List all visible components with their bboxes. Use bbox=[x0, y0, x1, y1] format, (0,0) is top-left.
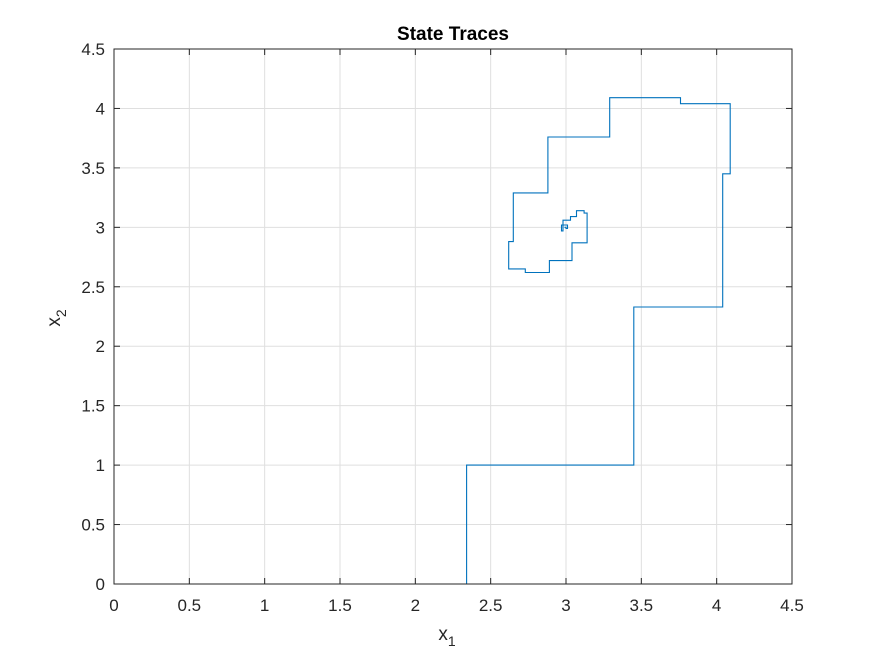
axes-box bbox=[113, 48, 793, 585]
y-tick-label: 3 bbox=[96, 218, 105, 237]
y-tick-label: 1 bbox=[96, 456, 105, 475]
y-axis-label: x2 bbox=[44, 309, 69, 327]
ticks bbox=[113, 48, 793, 585]
y-tick-label: 4.5 bbox=[81, 40, 105, 59]
x-tick-label: 1.5 bbox=[328, 596, 352, 615]
x-tick-label: 2 bbox=[411, 596, 420, 615]
x-axis-label-main: x bbox=[438, 624, 448, 645]
y-axis-label-subscript: 2 bbox=[53, 309, 69, 317]
series-group bbox=[114, 97, 731, 585]
plot-area bbox=[114, 49, 792, 584]
x-tick-label: 4 bbox=[712, 596, 721, 615]
y-tick-label: 0 bbox=[96, 575, 105, 594]
tick-labels: 0 0.5 1 1.5 2 2.5 3 3.5 4 4.5 0 0.5 1 1.5 2 2.5 3 3.5 4 4.5 bbox=[81, 40, 803, 615]
y-tick-label: 4 bbox=[96, 99, 105, 118]
chart-title: State Traces bbox=[397, 24, 509, 45]
y-tick-label: 3.5 bbox=[81, 159, 105, 178]
x-tick-label: 1 bbox=[260, 596, 269, 615]
y-axis-label-main: x bbox=[44, 317, 65, 327]
x-tick-label: 2.5 bbox=[479, 596, 503, 615]
y-tick-label: 2.5 bbox=[81, 278, 105, 297]
x-tick-label: 3.5 bbox=[630, 596, 654, 615]
x-tick-label: 0 bbox=[109, 596, 118, 615]
x-axis-label: x1 bbox=[438, 624, 456, 649]
y-tick-label: 2 bbox=[96, 337, 105, 356]
x-axis-label-subscript: 1 bbox=[448, 633, 456, 649]
x-tick-label: 3 bbox=[561, 596, 570, 615]
x-tick-label: 0.5 bbox=[178, 596, 202, 615]
y-tick-label: 0.5 bbox=[81, 516, 105, 535]
y-tick-label: 1.5 bbox=[81, 397, 105, 416]
state-trace-line bbox=[114, 97, 731, 585]
x-tick-label: 4.5 bbox=[780, 596, 804, 615]
